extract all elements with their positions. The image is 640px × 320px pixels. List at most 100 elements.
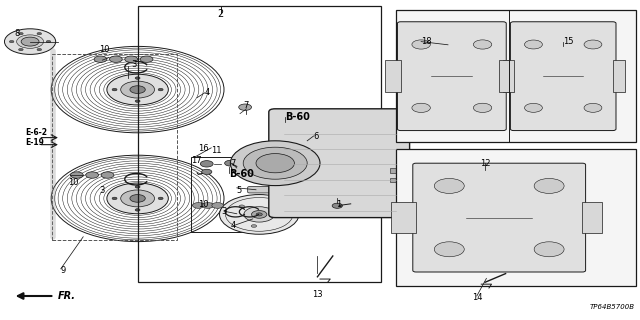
Circle shape: [243, 147, 307, 179]
Circle shape: [256, 213, 262, 216]
Circle shape: [584, 103, 602, 112]
FancyBboxPatch shape: [302, 136, 328, 145]
FancyBboxPatch shape: [248, 187, 269, 193]
Circle shape: [220, 195, 299, 234]
Circle shape: [212, 203, 223, 208]
Circle shape: [193, 203, 204, 208]
Circle shape: [130, 195, 145, 202]
Circle shape: [200, 161, 213, 167]
Text: 14: 14: [472, 293, 483, 302]
Circle shape: [17, 35, 44, 48]
Circle shape: [130, 86, 145, 93]
Circle shape: [125, 56, 138, 62]
Bar: [390, 178, 402, 182]
Circle shape: [107, 183, 168, 214]
Text: 3: 3: [221, 207, 226, 216]
Circle shape: [112, 88, 117, 91]
Circle shape: [244, 207, 275, 222]
Bar: [396, 10, 636, 142]
Circle shape: [135, 209, 140, 211]
Text: 8: 8: [14, 29, 19, 38]
Text: 15: 15: [563, 37, 573, 46]
Circle shape: [107, 74, 168, 105]
Circle shape: [37, 32, 42, 35]
Circle shape: [19, 32, 23, 35]
Circle shape: [251, 225, 257, 228]
Circle shape: [435, 242, 464, 257]
Circle shape: [225, 160, 236, 166]
Text: 7: 7: [243, 101, 248, 110]
FancyBboxPatch shape: [511, 22, 616, 131]
Circle shape: [158, 88, 163, 91]
Circle shape: [135, 186, 140, 188]
Circle shape: [256, 154, 294, 173]
Text: 7: 7: [230, 159, 236, 168]
Text: 16: 16: [198, 144, 209, 153]
Circle shape: [412, 40, 430, 49]
Circle shape: [121, 81, 154, 98]
Circle shape: [109, 56, 122, 62]
Circle shape: [534, 242, 564, 257]
Circle shape: [46, 40, 51, 43]
Circle shape: [135, 77, 140, 79]
FancyBboxPatch shape: [269, 109, 410, 218]
Circle shape: [435, 179, 464, 193]
Text: 4: 4: [205, 88, 210, 97]
Text: B-60: B-60: [229, 169, 254, 180]
Bar: [499, 60, 514, 92]
Circle shape: [525, 40, 542, 49]
Bar: [503, 60, 515, 92]
Circle shape: [94, 56, 107, 62]
Circle shape: [239, 104, 252, 110]
Text: E-19: E-19: [26, 138, 44, 147]
Circle shape: [19, 48, 23, 51]
Text: 10: 10: [198, 200, 209, 209]
Circle shape: [525, 103, 542, 112]
Text: B-60: B-60: [285, 112, 310, 122]
Text: 10: 10: [99, 45, 109, 54]
Circle shape: [239, 205, 244, 208]
Bar: [191, 157, 274, 232]
Circle shape: [140, 56, 153, 62]
Bar: [582, 202, 602, 234]
Circle shape: [112, 197, 117, 200]
Circle shape: [158, 197, 163, 200]
Text: 12: 12: [480, 159, 490, 168]
Text: 3: 3: [131, 60, 136, 68]
Text: 6: 6: [314, 132, 319, 140]
Bar: [396, 149, 636, 286]
Circle shape: [37, 48, 42, 51]
Circle shape: [101, 172, 114, 178]
Text: 1: 1: [336, 200, 341, 209]
Bar: [385, 60, 401, 92]
Circle shape: [202, 203, 214, 208]
Circle shape: [4, 29, 56, 54]
Circle shape: [534, 179, 564, 193]
Text: 5: 5: [237, 186, 242, 195]
Circle shape: [332, 203, 342, 208]
Text: 10: 10: [68, 178, 79, 187]
Text: 3: 3: [99, 186, 104, 195]
Circle shape: [202, 169, 212, 174]
Text: 4: 4: [230, 221, 236, 230]
Text: TP64B5700B: TP64B5700B: [590, 304, 635, 310]
Circle shape: [121, 190, 154, 207]
Circle shape: [10, 40, 14, 43]
Bar: [390, 168, 402, 173]
Circle shape: [474, 40, 492, 49]
Circle shape: [86, 172, 99, 178]
FancyBboxPatch shape: [397, 22, 506, 131]
Text: 13: 13: [312, 290, 323, 299]
Text: FR.: FR.: [58, 291, 76, 301]
Circle shape: [252, 211, 267, 218]
Circle shape: [474, 103, 492, 112]
Circle shape: [279, 210, 285, 212]
Bar: [391, 202, 416, 234]
Circle shape: [135, 100, 140, 102]
Bar: [52, 54, 177, 240]
Text: E-6-2: E-6-2: [26, 128, 47, 137]
Text: 2: 2: [218, 9, 224, 20]
Text: 18: 18: [421, 37, 432, 46]
FancyBboxPatch shape: [413, 163, 586, 272]
Circle shape: [412, 103, 430, 112]
